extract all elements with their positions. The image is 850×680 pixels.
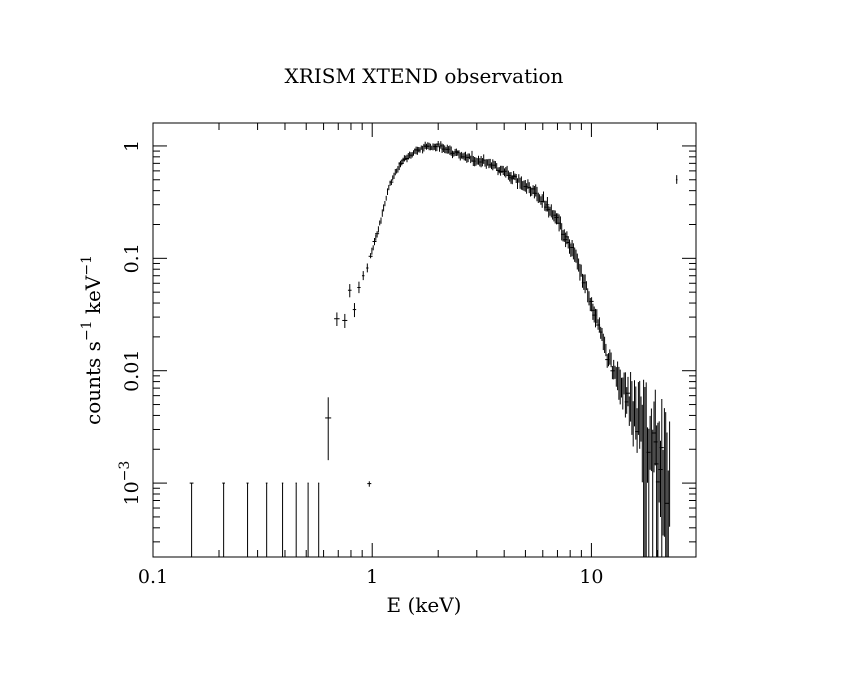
y-axis-label-sup1: −1 bbox=[79, 320, 95, 341]
chart-title: XRISM XTEND observation bbox=[285, 64, 564, 88]
data-point bbox=[265, 482, 268, 557]
data-point bbox=[246, 482, 249, 557]
spectrum-band bbox=[367, 141, 671, 557]
plot-frame bbox=[152, 122, 697, 558]
y-tick-label: 10−3 bbox=[117, 461, 143, 506]
y-tick-label: 1 bbox=[121, 140, 143, 152]
data-point bbox=[361, 271, 365, 281]
y-axis-label-base: counts s bbox=[81, 341, 105, 425]
data-point bbox=[366, 263, 369, 273]
data-point bbox=[334, 312, 340, 326]
axis-ticks bbox=[152, 123, 697, 557]
data-points bbox=[189, 141, 678, 557]
y-axis-label-sup2: −1 bbox=[79, 255, 95, 276]
y-axis-label: counts s−1 keV−1 bbox=[79, 255, 105, 425]
x-axis-label: E (keV) bbox=[387, 593, 462, 617]
x-tick-label: 0.1 bbox=[138, 566, 168, 588]
data-point bbox=[342, 313, 348, 328]
x-tick-label: 1 bbox=[366, 566, 378, 588]
y-tick-label-exponent: −3 bbox=[117, 461, 133, 482]
y-tick-label: 0.01 bbox=[121, 350, 143, 392]
data-point bbox=[325, 397, 332, 461]
data-point bbox=[352, 303, 357, 318]
data-point bbox=[675, 175, 678, 184]
data-point bbox=[357, 281, 361, 294]
x-tick-label: 10 bbox=[579, 566, 603, 588]
data-point bbox=[222, 482, 225, 557]
y-tick-label-base: 10 bbox=[121, 481, 143, 505]
data-point bbox=[307, 482, 309, 557]
data-point bbox=[189, 482, 194, 557]
data-point bbox=[295, 482, 297, 557]
data-point bbox=[347, 284, 352, 298]
y-tick-label: 0.1 bbox=[121, 243, 143, 273]
data-point bbox=[318, 482, 320, 557]
data-point bbox=[281, 482, 284, 557]
y-axis-label-mid: keV bbox=[81, 275, 105, 320]
